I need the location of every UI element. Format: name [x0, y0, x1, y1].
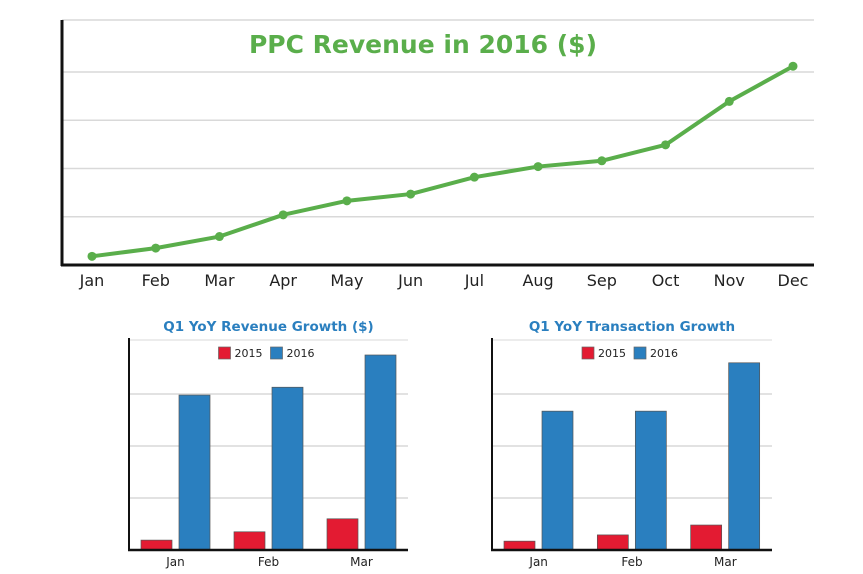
bar-2015-jan	[503, 540, 536, 551]
x-tick-label: Dec	[778, 271, 809, 290]
x-tick-label: Nov	[714, 271, 745, 290]
chart-title: PPC Revenue in 2016 ($)	[249, 30, 597, 59]
legend-swatch-2016	[633, 346, 647, 360]
bar-2016-jan	[541, 410, 574, 551]
bar-2015-mar	[690, 524, 723, 551]
line-chart-ppc-revenue: PPC Revenue in 2016 ($) Jan Feb Mar Apr May Ju…	[60, 19, 814, 290]
x-tick-label: Jan	[79, 271, 105, 290]
bar-chart-transaction-growth: Q1 YoY Transaction Growth 2015 2016 Jan Feb M…	[491, 319, 772, 569]
x-tick-label: Sep	[587, 271, 617, 290]
x-tick-label: Apr	[269, 271, 297, 290]
legend-label-2015: 2015	[235, 347, 263, 360]
data-point-nov	[724, 96, 734, 106]
x-tick-label: Jan	[165, 555, 185, 569]
x-tick-label: Mar	[350, 555, 373, 569]
bar-chart-revenue-growth: Q1 YoY Revenue Growth ($) 2015 2016 Jan Feb M…	[128, 319, 408, 569]
x-tick-label: Feb	[142, 271, 170, 290]
bar-2015-mar	[326, 518, 359, 551]
x-tick-label: Feb	[258, 555, 279, 569]
bar-2016-jan	[178, 394, 211, 551]
x-tick-label: Jul	[464, 271, 484, 290]
data-point-jun	[406, 189, 416, 199]
data-point-aug	[533, 162, 543, 172]
chart-title: Q1 YoY Transaction Growth	[529, 319, 735, 335]
x-tick-label: Jun	[397, 271, 423, 290]
bar-2016-feb	[271, 386, 304, 551]
data-point-sep	[597, 156, 607, 166]
data-point-apr	[278, 210, 288, 220]
bar-2016-feb	[634, 410, 667, 551]
data-point-jul	[469, 172, 479, 182]
series-line	[91, 64, 794, 259]
data-point-jan	[87, 251, 97, 261]
legend-swatch-2015	[218, 346, 231, 360]
bar-2015-feb	[596, 534, 629, 551]
x-tick-label: May	[330, 271, 363, 290]
bar-2016-mar	[364, 354, 397, 551]
bar-2015-jan	[140, 539, 173, 551]
legend-label-2016: 2016	[650, 347, 678, 360]
chart-title: Q1 YoY Revenue Growth ($)	[163, 319, 373, 335]
x-tick-label: Mar	[204, 271, 235, 290]
bar-2016-mar	[728, 362, 761, 551]
x-tick-label: Feb	[621, 555, 642, 569]
x-tick-label: Aug	[522, 271, 553, 290]
data-point-may	[342, 196, 352, 206]
legend-label-2015: 2015	[598, 347, 626, 360]
legend-swatch-2016	[270, 346, 283, 360]
data-point-dec	[788, 61, 798, 71]
bar-2015-feb	[233, 531, 266, 551]
x-tick-label: Mar	[714, 555, 737, 569]
data-point-feb	[151, 243, 161, 253]
legend-label-2016: 2016	[287, 347, 315, 360]
data-point-mar	[214, 232, 224, 242]
x-tick-label: Jan	[528, 555, 548, 569]
x-tick-label: Oct	[652, 271, 680, 290]
data-point-oct	[661, 140, 671, 150]
legend-swatch-2015	[581, 346, 595, 360]
